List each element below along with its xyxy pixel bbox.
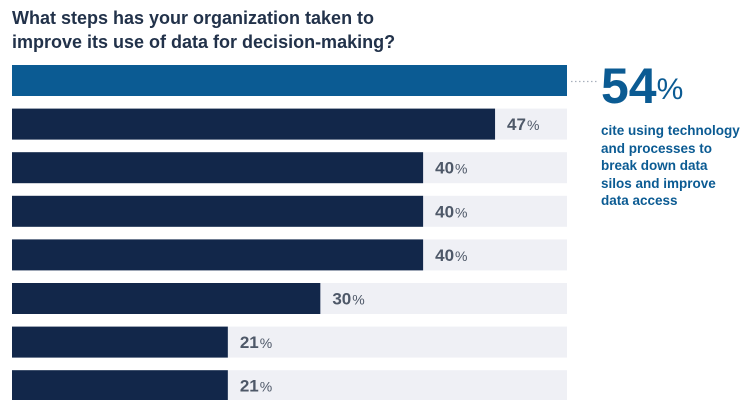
bar-3 <box>12 152 424 184</box>
callout-line-1: cite using technology <box>601 123 740 138</box>
chart-title: What steps has your organization taken t… <box>12 6 532 54</box>
bar-7 <box>12 326 228 358</box>
bar-value-label-2: 47% <box>507 115 539 134</box>
callout-line-5: data access <box>601 193 678 208</box>
bar-value-label-6: 30% <box>332 290 364 309</box>
bar-8 <box>12 370 228 400</box>
bar-2 <box>12 108 496 140</box>
bar-value-label-4: 40% <box>435 202 467 221</box>
callout-figure: 54% <box>601 58 741 114</box>
bar-value-label-5: 40% <box>435 246 467 265</box>
bar-value-label-3: 40% <box>435 159 467 178</box>
bar-4 <box>12 195 424 227</box>
callout-number: 54 <box>601 58 657 114</box>
callout-line-2: and processes to <box>601 140 713 156</box>
bar-value-label-7: 21% <box>240 333 272 352</box>
callout-line-3: break down data <box>601 158 708 173</box>
bar-1 <box>12 65 567 96</box>
callout-line-4: silos and improve <box>601 175 716 191</box>
chart-title-line-2: improve its use of data for decision-mak… <box>12 32 396 52</box>
callout-description: cite using technology and processes to b… <box>601 122 746 210</box>
callout-percent-sign: % <box>656 73 684 106</box>
bar-6 <box>12 283 321 314</box>
bar-5 <box>12 239 424 271</box>
chart-title-line-1: What steps has your organization taken t… <box>12 8 375 28</box>
bar-value-label-8: 21% <box>240 377 272 396</box>
